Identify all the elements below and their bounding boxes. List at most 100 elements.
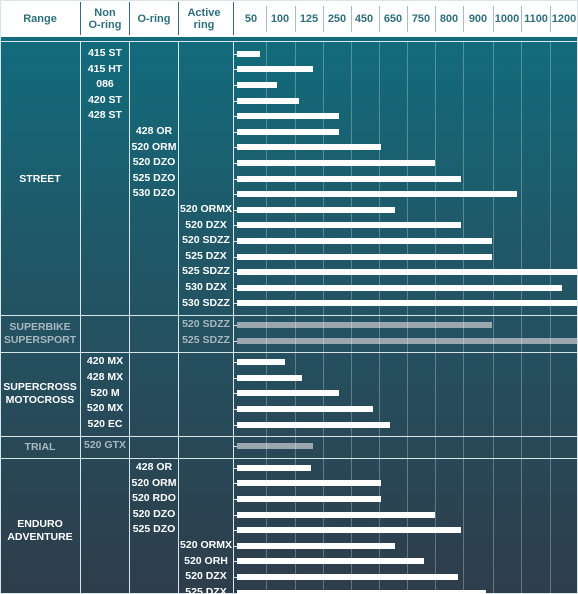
row-tick [233,85,237,86]
row-label: 520 DZX [185,218,227,231]
row-tick [233,209,237,211]
row-tick [233,499,237,500]
row-label: 520 DZX [185,570,227,583]
row-label: 525 SDZZ [182,333,230,346]
bar [237,253,492,260]
bar [237,480,382,487]
grid-line [379,41,380,594]
bar [237,284,563,291]
x-tick-label: 125 [299,12,319,25]
row-tick [233,483,237,485]
row-tick [233,409,237,410]
row-label: 415 HT [87,62,123,75]
grid-line [351,41,352,594]
row-tick [233,194,237,196]
x-tick-label: 250 [327,12,347,25]
grid-line [266,41,267,594]
row-label: 520 MX [86,402,124,415]
column-divider [80,41,81,594]
bar [237,128,339,135]
header-divider [233,2,234,35]
row-label: 428 MX [86,371,124,383]
bar [237,406,373,412]
tick-divider [435,6,436,32]
row-label: 520 EC [87,417,123,430]
group-divider [0,352,578,354]
tick-divider [379,6,380,32]
tick-divider [351,6,352,32]
row-tick [233,69,237,71]
header-divider [80,2,81,35]
grid-line [435,41,436,594]
row-label: 525 DZX [185,249,227,262]
row-tick [233,163,237,164]
row-label: 520 SDZZ [182,318,230,331]
range-label: SUPERBIKE SUPERSPORT [3,320,77,346]
grid-line [493,41,494,594]
group-divider [0,436,578,438]
bar [237,269,577,276]
bar [237,175,461,182]
row-label: 530 SDZZ [182,296,230,309]
bar [237,443,314,450]
row-tick [233,530,237,532]
row-label: 428 OR [135,461,173,473]
row-tick [233,100,237,102]
row-tick [233,467,237,469]
row-tick [233,131,237,133]
tick-divider [521,6,522,32]
bar [237,574,458,580]
row-tick [233,256,237,258]
x-tick-label: 750 [411,12,431,25]
bar [237,542,396,549]
row-label: 520 ORH [184,554,228,567]
tick-divider [550,6,551,32]
header-active-ring: Active ring [187,6,221,31]
tick-divider [323,6,324,32]
header-oring: O-ring [137,12,171,25]
bar [237,589,487,594]
bar [237,359,286,366]
bar [237,97,300,104]
bar [237,238,492,244]
row-label: 520 GTX [83,439,127,452]
row-label: 428 ST [88,109,122,122]
grid-line [463,41,464,594]
bar [237,527,461,534]
x-tick-label: 800 [439,12,459,25]
bar [237,496,382,502]
row-label: 520 ORM [131,140,177,153]
row-tick [233,272,237,274]
row-label: 520 DZO [132,507,176,520]
row-tick [233,287,237,289]
x-tick-label: 1100 [524,12,548,25]
x-tick-label: 450 [354,12,374,25]
bar [237,322,492,328]
grid-line [521,41,522,594]
grid-line [323,41,324,594]
column-divider [233,41,234,594]
x-tick-label: 1200 [551,12,577,25]
row-tick [233,514,237,516]
row-label: 520 ORM [131,476,177,489]
row-tick [233,377,237,379]
row-tick [233,147,237,149]
bar [237,66,314,73]
row-tick [233,393,237,395]
header-range: Range [23,12,57,25]
tick-divider [493,6,494,32]
row-tick [233,178,237,180]
bar [237,222,461,229]
header-row: Range Non O-ring O-ring Active ring [0,0,578,37]
row-label: 520 ORMX [180,539,232,551]
row-tick [233,53,237,55]
group-divider [0,315,578,317]
bar [237,390,339,397]
grid-line [295,41,296,594]
header-divider [178,2,179,35]
header-non-oring: Non O-ring [88,6,122,31]
row-tick [233,340,237,342]
bar [237,50,260,57]
row-tick [233,116,237,118]
